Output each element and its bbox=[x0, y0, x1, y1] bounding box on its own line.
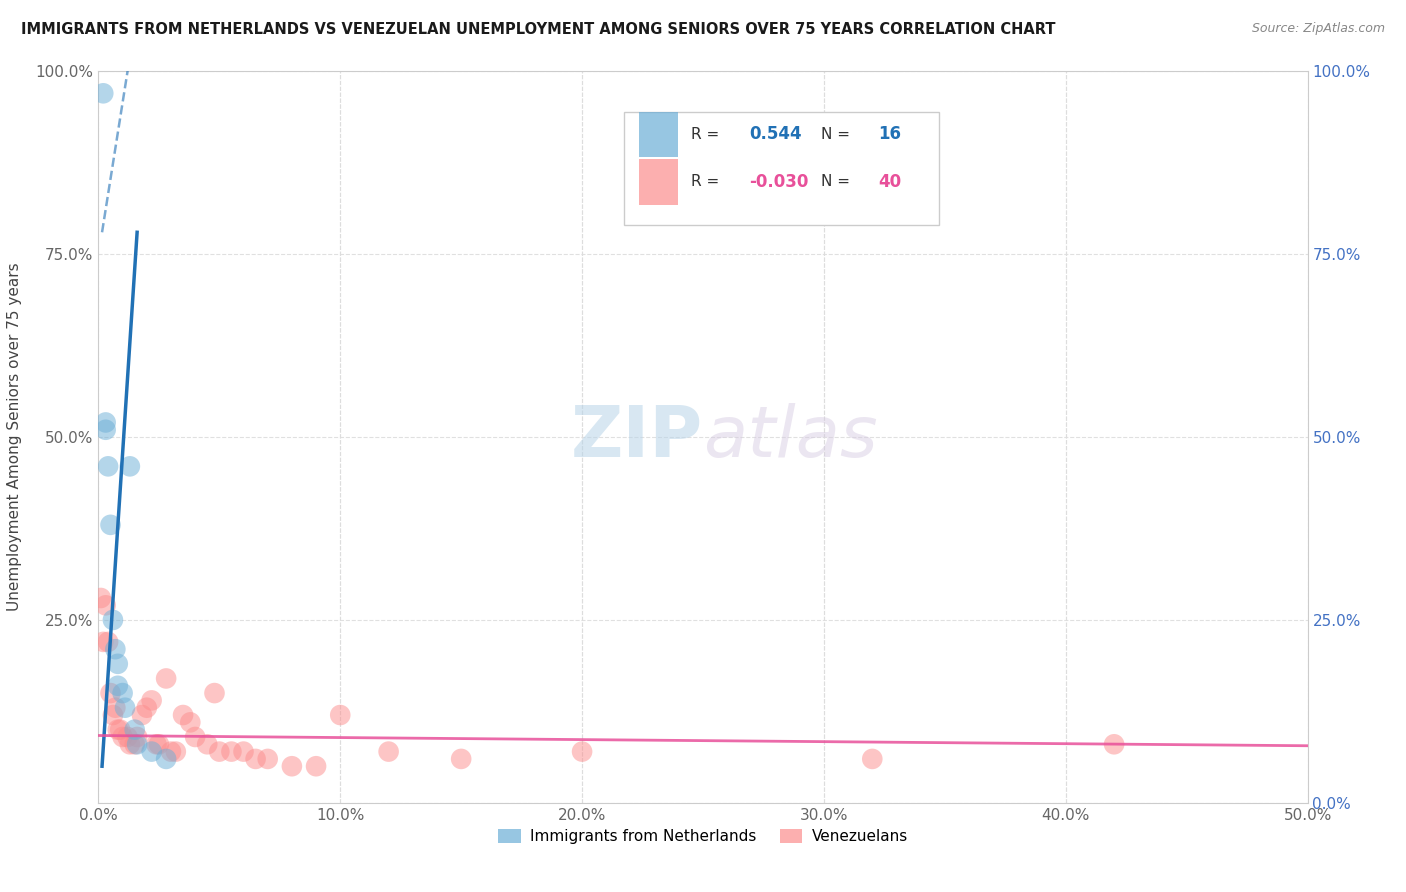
Text: ZIP: ZIP bbox=[571, 402, 703, 472]
Point bbox=[148, 737, 170, 751]
Point bbox=[101, 613, 124, 627]
Point bbox=[141, 745, 163, 759]
Point bbox=[97, 635, 120, 649]
Point bbox=[100, 686, 122, 700]
Point bbox=[91, 87, 114, 101]
Point bbox=[101, 708, 124, 723]
Point bbox=[127, 730, 149, 744]
Point bbox=[94, 423, 117, 437]
Point bbox=[90, 591, 112, 605]
Point bbox=[1102, 737, 1125, 751]
Point bbox=[127, 737, 149, 751]
Point bbox=[104, 700, 127, 714]
Point bbox=[450, 752, 472, 766]
Point bbox=[111, 730, 134, 744]
Point bbox=[329, 708, 352, 723]
Text: 40: 40 bbox=[879, 173, 901, 191]
Point bbox=[571, 745, 593, 759]
Bar bbox=[638, 159, 678, 204]
Text: -0.030: -0.030 bbox=[749, 173, 808, 191]
Point bbox=[860, 752, 883, 766]
Point bbox=[100, 517, 122, 532]
Point bbox=[94, 416, 117, 430]
Point bbox=[118, 737, 141, 751]
Point bbox=[145, 737, 167, 751]
Point bbox=[172, 708, 194, 723]
Text: atlas: atlas bbox=[703, 402, 877, 472]
Text: Source: ZipAtlas.com: Source: ZipAtlas.com bbox=[1251, 22, 1385, 36]
Point bbox=[117, 730, 139, 744]
Point bbox=[160, 745, 183, 759]
Point bbox=[118, 459, 141, 474]
Y-axis label: Unemployment Among Seniors over 75 years: Unemployment Among Seniors over 75 years bbox=[7, 263, 21, 611]
Point bbox=[111, 686, 134, 700]
Text: R =: R = bbox=[690, 174, 724, 189]
Point bbox=[91, 635, 114, 649]
Point bbox=[184, 730, 207, 744]
Point bbox=[104, 642, 127, 657]
Point bbox=[124, 737, 146, 751]
Point bbox=[94, 599, 117, 613]
Point bbox=[107, 679, 129, 693]
Point bbox=[155, 752, 177, 766]
Point bbox=[232, 745, 254, 759]
Text: IMMIGRANTS FROM NETHERLANDS VS VENEZUELAN UNEMPLOYMENT AMONG SENIORS OVER 75 YEA: IMMIGRANTS FROM NETHERLANDS VS VENEZUELA… bbox=[21, 22, 1056, 37]
Point bbox=[305, 759, 328, 773]
Point bbox=[135, 700, 157, 714]
Text: N =: N = bbox=[821, 174, 855, 189]
Point bbox=[165, 745, 187, 759]
Point bbox=[141, 693, 163, 707]
Point bbox=[114, 700, 136, 714]
Point bbox=[256, 752, 278, 766]
Text: N =: N = bbox=[821, 127, 855, 142]
Text: R =: R = bbox=[690, 127, 724, 142]
Text: 0.544: 0.544 bbox=[749, 125, 801, 144]
Point bbox=[221, 745, 243, 759]
Point bbox=[208, 745, 231, 759]
Point bbox=[97, 459, 120, 474]
Point bbox=[108, 723, 131, 737]
Text: 16: 16 bbox=[879, 125, 901, 144]
Point bbox=[245, 752, 267, 766]
Point bbox=[155, 672, 177, 686]
Point bbox=[204, 686, 226, 700]
Point bbox=[179, 715, 201, 730]
FancyBboxPatch shape bbox=[624, 112, 939, 225]
Point bbox=[281, 759, 304, 773]
Legend: Immigrants from Netherlands, Venezuelans: Immigrants from Netherlands, Venezuelans bbox=[492, 822, 914, 850]
Bar bbox=[638, 112, 678, 157]
Point bbox=[107, 723, 129, 737]
Point bbox=[195, 737, 218, 751]
Point bbox=[107, 657, 129, 671]
Point bbox=[124, 723, 146, 737]
Point bbox=[131, 708, 153, 723]
Point bbox=[377, 745, 399, 759]
